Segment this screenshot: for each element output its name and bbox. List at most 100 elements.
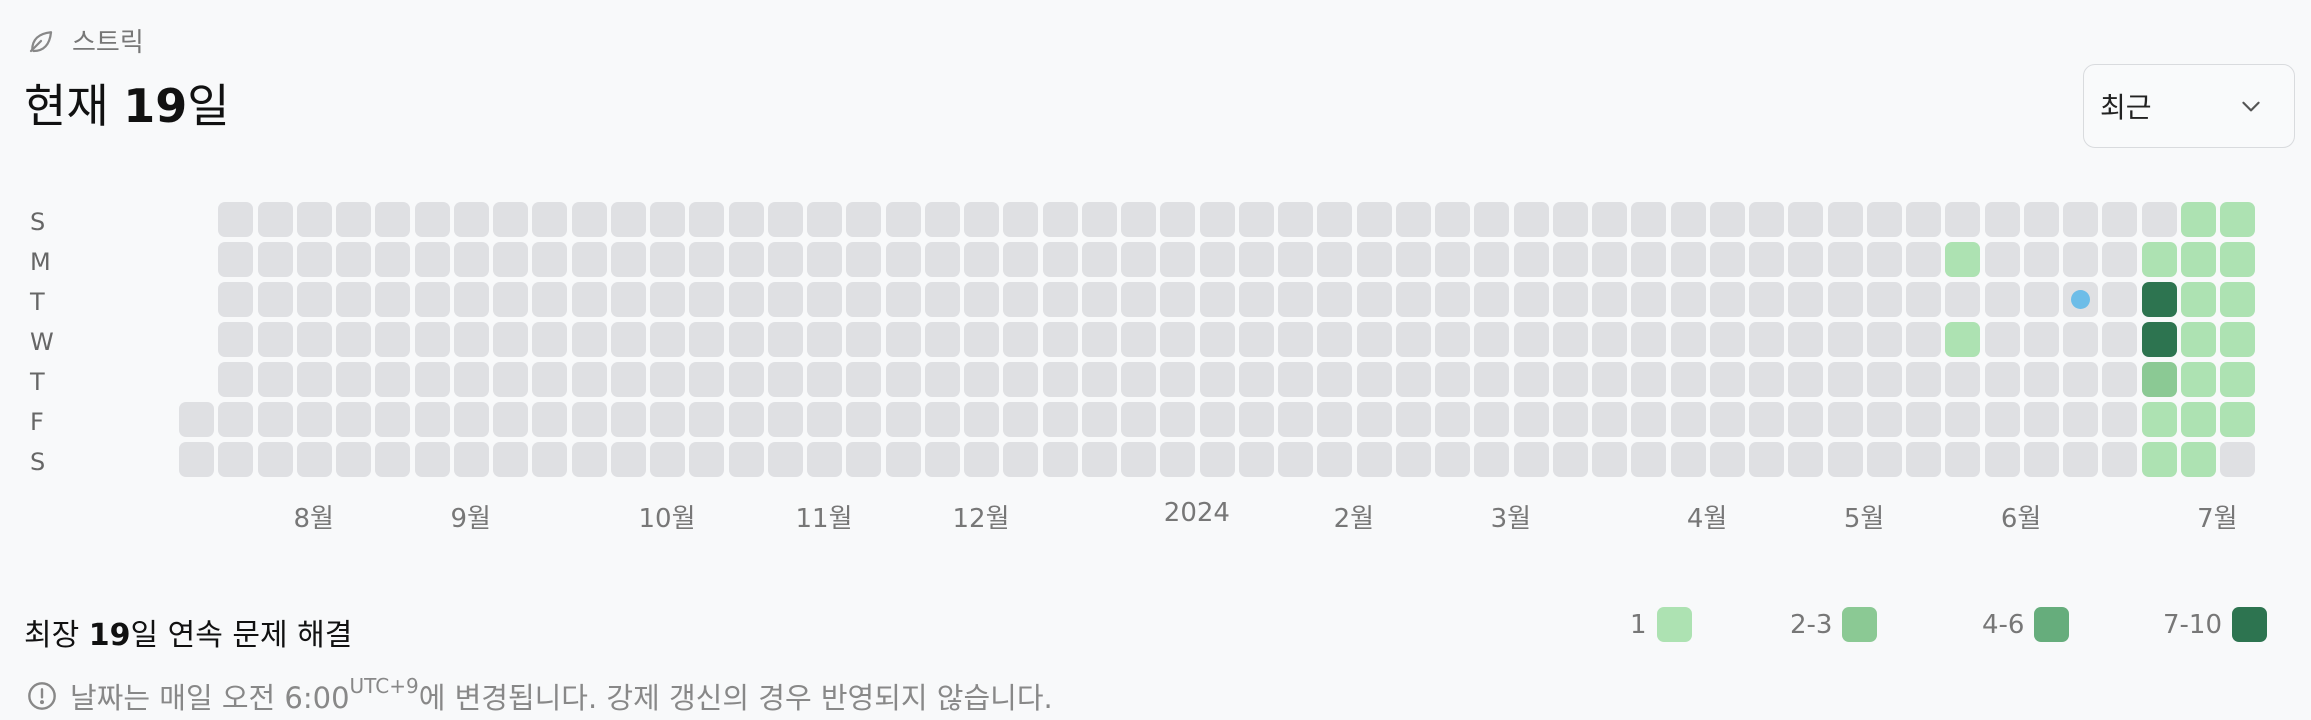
- heatmap-cell[interactable]: [2102, 242, 2138, 277]
- heatmap-cell[interactable]: [1199, 322, 1235, 357]
- heatmap-cell[interactable]: [1866, 282, 1902, 317]
- heatmap-cell[interactable]: [846, 282, 882, 317]
- heatmap-cell[interactable]: [1709, 362, 1745, 397]
- heatmap-cell[interactable]: [2063, 362, 2098, 397]
- heatmap-cell[interactable]: [296, 202, 332, 237]
- heatmap-cell[interactable]: [1003, 402, 1039, 437]
- heatmap-cell[interactable]: [1199, 282, 1235, 317]
- heatmap-cell[interactable]: [1592, 402, 1627, 437]
- heatmap-cell[interactable]: [1513, 202, 1549, 237]
- heatmap-cell[interactable]: [1592, 242, 1627, 277]
- heatmap-cell[interactable]: [493, 322, 528, 357]
- heatmap-cell[interactable]: [1317, 202, 1353, 237]
- heatmap-cell[interactable]: [571, 362, 607, 397]
- heatmap-cell[interactable]: [1121, 362, 1156, 397]
- heatmap-cell[interactable]: [1788, 442, 1824, 477]
- heatmap-cell[interactable]: [1906, 202, 1941, 237]
- heatmap-cell[interactable]: [2102, 442, 2138, 477]
- heatmap-cell[interactable]: [1435, 322, 1470, 357]
- heatmap-cell[interactable]: [885, 242, 921, 277]
- heatmap-cell[interactable]: [1160, 322, 1196, 357]
- heatmap-cell[interactable]: [2063, 402, 2098, 437]
- heatmap-cell[interactable]: [1552, 202, 1588, 237]
- heatmap-cell[interactable]: [689, 242, 725, 277]
- heatmap-cell[interactable]: [1788, 202, 1824, 237]
- heatmap-cell[interactable]: [924, 282, 960, 317]
- heatmap-cell[interactable]: [1081, 442, 1117, 477]
- heatmap-cell[interactable]: [1160, 402, 1196, 437]
- heatmap-cell[interactable]: [2023, 442, 2059, 477]
- heatmap-cell[interactable]: [807, 242, 842, 277]
- heatmap-cell[interactable]: [1238, 402, 1274, 437]
- heatmap-cell[interactable]: [1160, 362, 1196, 397]
- heatmap-cell[interactable]: [1827, 442, 1863, 477]
- heatmap-cell[interactable]: [493, 442, 528, 477]
- heatmap-cell[interactable]: [1631, 442, 1667, 477]
- heatmap-cell[interactable]: [1945, 202, 1981, 237]
- heatmap-cell[interactable]: [2141, 362, 2177, 397]
- heatmap-cell[interactable]: [1278, 402, 1313, 437]
- heatmap-cell[interactable]: [296, 402, 332, 437]
- heatmap-cell[interactable]: [2220, 282, 2255, 317]
- heatmap-cell[interactable]: [1788, 242, 1824, 277]
- heatmap-cell[interactable]: [257, 442, 293, 477]
- heatmap-cell[interactable]: [1749, 242, 1784, 277]
- heatmap-cell[interactable]: [1631, 402, 1667, 437]
- heatmap-cell[interactable]: [650, 362, 685, 397]
- heatmap-cell[interactable]: [1670, 202, 1706, 237]
- heatmap-cell[interactable]: [885, 282, 921, 317]
- heatmap-cell[interactable]: [1709, 282, 1745, 317]
- heatmap-cell[interactable]: [2102, 322, 2138, 357]
- heatmap-cell[interactable]: [1552, 282, 1588, 317]
- heatmap-cell[interactable]: [296, 362, 332, 397]
- heatmap-cell[interactable]: [1552, 402, 1588, 437]
- heatmap-cell[interactable]: [1356, 362, 1392, 397]
- heatmap-cell[interactable]: [493, 402, 528, 437]
- heatmap-cell[interactable]: [728, 322, 764, 357]
- heatmap-cell[interactable]: [493, 242, 528, 277]
- heatmap-cell[interactable]: [1356, 242, 1392, 277]
- heatmap-cell[interactable]: [414, 442, 450, 477]
- heatmap-cell[interactable]: [1788, 322, 1824, 357]
- heatmap-cell[interactable]: [1866, 322, 1902, 357]
- heatmap-cell[interactable]: [2180, 202, 2216, 237]
- heatmap-cell[interactable]: [1278, 442, 1313, 477]
- heatmap-cell[interactable]: [1474, 202, 1510, 237]
- heatmap-cell[interactable]: [296, 442, 332, 477]
- heatmap-cell[interactable]: [453, 322, 489, 357]
- heatmap-cell[interactable]: [375, 242, 411, 277]
- heatmap-cell[interactable]: [846, 442, 882, 477]
- heatmap-cell[interactable]: [610, 322, 646, 357]
- heatmap-cell[interactable]: [1709, 402, 1745, 437]
- heatmap-cell[interactable]: [1435, 362, 1470, 397]
- heatmap-cell[interactable]: [1395, 362, 1431, 397]
- heatmap-cell[interactable]: [1435, 402, 1470, 437]
- heatmap-cell[interactable]: [650, 242, 685, 277]
- heatmap-cell[interactable]: [1042, 242, 1078, 277]
- heatmap-cell[interactable]: [1278, 242, 1313, 277]
- heatmap-cell[interactable]: [1081, 362, 1117, 397]
- heatmap-cell[interactable]: [493, 362, 528, 397]
- heatmap-cell[interactable]: [2220, 402, 2255, 437]
- heatmap-cell[interactable]: [453, 402, 489, 437]
- heatmap-cell[interactable]: [2102, 282, 2138, 317]
- heatmap-cell[interactable]: [2102, 362, 2138, 397]
- heatmap-cell[interactable]: [924, 322, 960, 357]
- heatmap-cell[interactable]: [807, 202, 842, 237]
- heatmap-cell[interactable]: [807, 442, 842, 477]
- heatmap-cell[interactable]: [650, 442, 685, 477]
- heatmap-cell[interactable]: [1709, 442, 1745, 477]
- heatmap-cell[interactable]: [1670, 322, 1706, 357]
- heatmap-cell[interactable]: [1317, 322, 1353, 357]
- heatmap-cell[interactable]: [2220, 442, 2255, 477]
- heatmap-cell[interactable]: [1042, 442, 1078, 477]
- heatmap-cell[interactable]: [1788, 402, 1824, 437]
- heatmap-cell[interactable]: [846, 202, 882, 237]
- heatmap-cell[interactable]: [1356, 202, 1392, 237]
- heatmap-cell[interactable]: [1552, 362, 1588, 397]
- heatmap-cell[interactable]: [1866, 442, 1902, 477]
- heatmap-cell[interactable]: [336, 442, 371, 477]
- heatmap-cell[interactable]: [1592, 202, 1627, 237]
- heatmap-cell[interactable]: [1906, 402, 1941, 437]
- heatmap-cell[interactable]: [1121, 442, 1156, 477]
